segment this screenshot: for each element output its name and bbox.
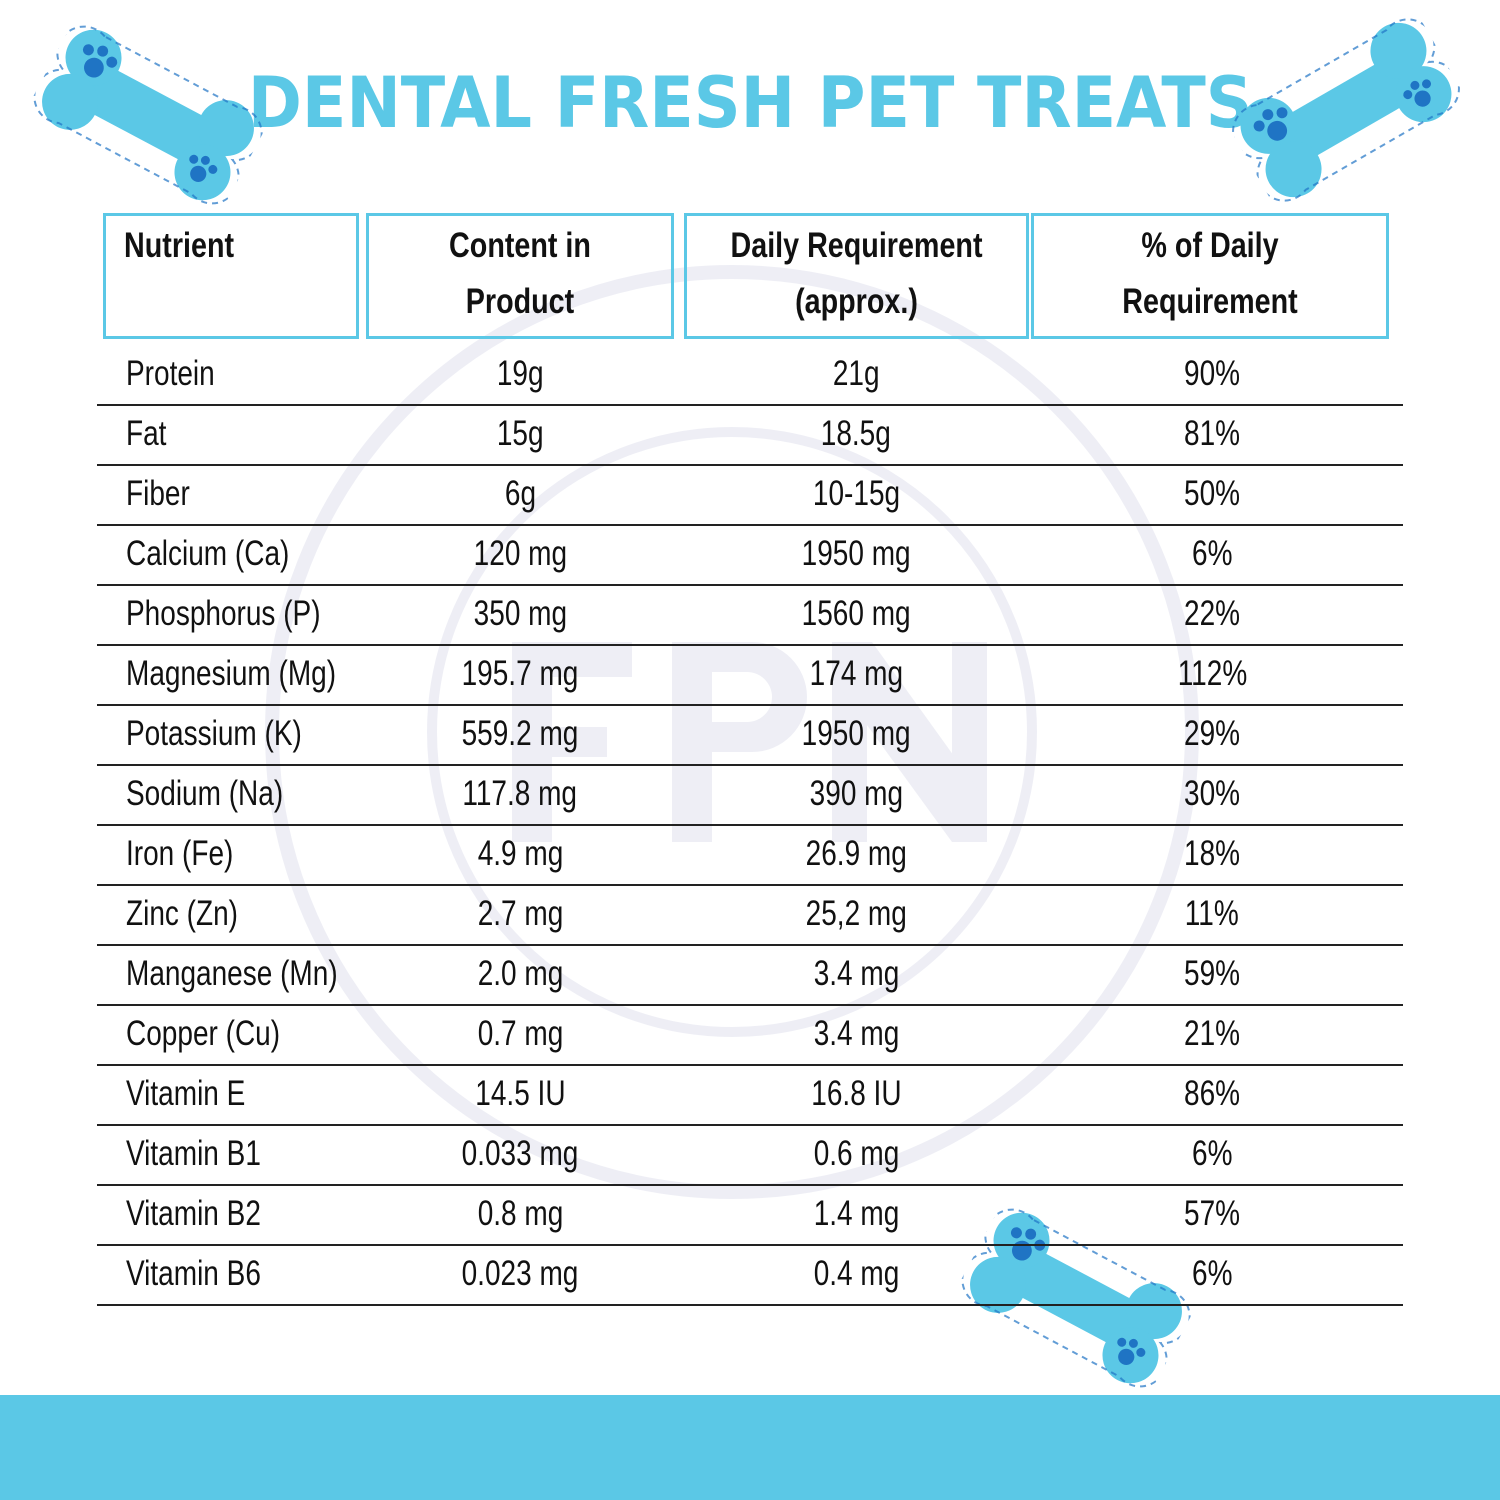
nutrient-cell: Magnesium (Mg) xyxy=(126,654,337,693)
nutrient-cell: Iron (Fe) xyxy=(126,834,234,873)
table-row: Sodium (Na) 117.8 mg 390 mg 30% xyxy=(97,764,1403,826)
requirement-cell: 3.4 mg xyxy=(813,954,899,993)
table-row: Vitamin E 14.5 IU 16.8 IU 86% xyxy=(97,1064,1403,1126)
content-cell: 559.2 mg xyxy=(461,714,579,753)
paw-print-icon xyxy=(1403,79,1432,107)
requirement-cell: 390 mg xyxy=(809,774,903,813)
content-cell: 19g xyxy=(496,354,544,393)
percent-cell: 6% xyxy=(1191,1134,1233,1173)
nutrient-cell: Vitamin B6 xyxy=(126,1254,261,1293)
percent-cell: 59% xyxy=(1183,954,1241,993)
nutrient-cell: Calcium (Ca) xyxy=(126,534,290,573)
requirement-cell: 0.6 mg xyxy=(813,1134,899,1173)
content-cell: 0.7 mg xyxy=(477,1014,563,1053)
nutrient-cell: Vitamin E xyxy=(126,1074,246,1113)
content-cell: 195.7 mg xyxy=(461,654,579,693)
content-cell: 0.023 mg xyxy=(461,1254,579,1293)
requirement-cell: 1560 mg xyxy=(801,594,911,633)
percent-cell: 86% xyxy=(1183,1074,1241,1113)
nutrient-cell: Manganese (Mn) xyxy=(126,954,338,993)
nutrient-cell: Copper (Cu) xyxy=(126,1014,281,1053)
page-title: DENTAL FRESH PET TREATS xyxy=(247,62,1253,144)
nutrient-cell: Potassium (K) xyxy=(126,714,302,753)
nutrient-cell: Fiber xyxy=(126,474,190,513)
table-row: Fiber 6g 10-15g 50% xyxy=(97,464,1403,526)
nutrient-cell: Phosphorus (P) xyxy=(126,594,321,633)
table-row: Potassium (K) 559.2 mg 1950 mg 29% xyxy=(97,704,1403,766)
requirement-cell: 0.4 mg xyxy=(813,1254,899,1293)
table-row: Phosphorus (P) 350 mg 1560 mg 22% xyxy=(97,584,1403,646)
percent-cell: 22% xyxy=(1183,594,1241,633)
table-row: Magnesium (Mg) 195.7 mg 174 mg 112% xyxy=(97,644,1403,706)
percent-cell: 112% xyxy=(1177,654,1247,693)
content-cell: 350 mg xyxy=(473,594,567,633)
content-cell: 117.8 mg xyxy=(462,774,578,813)
content-cell: 2.0 mg xyxy=(477,954,563,993)
bone-icon xyxy=(1232,18,1460,202)
percent-cell: 90% xyxy=(1183,354,1241,393)
requirement-cell: 1950 mg xyxy=(801,534,911,573)
requirement-cell: 18.5g xyxy=(820,414,892,453)
table-row: Vitamin B6 0.023 mg 0.4 mg 6% xyxy=(97,1244,1403,1306)
requirement-cell: 174 mg xyxy=(809,654,903,693)
requirement-cell: 1950 mg xyxy=(801,714,911,753)
table-row: Iron (Fe) 4.9 mg 26.9 mg 18% xyxy=(97,824,1403,886)
nutrient-cell: Zinc (Zn) xyxy=(126,894,238,933)
content-cell: 2.7 mg xyxy=(477,894,563,933)
table-row: Vitamin B2 0.8 mg 1.4 mg 57% xyxy=(97,1184,1403,1246)
percent-cell: 57% xyxy=(1183,1194,1241,1233)
percent-cell: 29% xyxy=(1183,714,1241,753)
header-content: Content in Productper 100g xyxy=(366,213,674,339)
table-row: Vitamin B1 0.033 mg 0.6 mg 6% xyxy=(97,1124,1403,1186)
footer-bar xyxy=(0,1395,1500,1500)
watermark-logo xyxy=(265,265,1199,1199)
table-row: Zinc (Zn) 2.7 mg 25,2 mg 11% xyxy=(97,884,1403,946)
content-cell: 0.033 mg xyxy=(461,1134,579,1173)
requirement-cell: 10-15g xyxy=(812,474,900,513)
paw-print-icon xyxy=(82,44,118,78)
bone-icon xyxy=(33,25,263,205)
content-cell: 15g xyxy=(496,414,544,453)
header-percent-fulfilled: % of Daily RequirementFulfilled xyxy=(1031,213,1389,339)
paw-print-icon xyxy=(1117,1337,1146,1365)
requirement-cell: 25,2 mg xyxy=(805,894,907,933)
content-cell: 14.5 IU xyxy=(474,1074,566,1113)
header-nutrient: Nutrient xyxy=(103,213,359,339)
watermark-monogram xyxy=(512,642,987,842)
requirement-cell: 1.4 mg xyxy=(813,1194,899,1233)
percent-cell: 21% xyxy=(1183,1014,1241,1053)
percent-cell: 30% xyxy=(1183,774,1241,813)
nutrient-cell: Fat xyxy=(126,414,167,453)
nutrient-cell: Vitamin B1 xyxy=(126,1134,261,1173)
paw-print-icon xyxy=(1253,107,1288,141)
table-row: Calcium (Ca) 120 mg 1950 mg 6% xyxy=(97,524,1403,586)
content-cell: 6g xyxy=(504,474,536,513)
percent-cell: 50% xyxy=(1183,474,1241,513)
bone-icon xyxy=(961,1208,1191,1388)
percent-cell: 6% xyxy=(1191,534,1233,573)
percent-cell: 6% xyxy=(1191,1254,1233,1293)
table-row: Fat 15g 18.5g 81% xyxy=(97,404,1403,466)
nutrient-cell: Protein xyxy=(126,354,215,393)
percent-cell: 11% xyxy=(1185,894,1239,933)
percent-cell: 81% xyxy=(1183,414,1241,453)
requirement-cell: 3.4 mg xyxy=(813,1014,899,1053)
header-daily-requirement: Daily Requirement (approx.) xyxy=(684,213,1029,339)
content-cell: 120 mg xyxy=(473,534,567,573)
requirement-cell: 21g xyxy=(832,354,880,393)
table-row: Manganese (Mn) 2.0 mg 3.4 mg 59% xyxy=(97,944,1403,1006)
requirement-cell: 16.8 IU xyxy=(810,1074,902,1113)
content-cell: 0.8 mg xyxy=(477,1194,563,1233)
nutrient-cell: Sodium (Na) xyxy=(126,774,284,813)
table-row: Protein 19g 21g 90% xyxy=(97,344,1403,406)
paw-print-icon xyxy=(189,154,218,182)
requirement-cell: 26.9 mg xyxy=(805,834,907,873)
nutrient-cell: Vitamin B2 xyxy=(126,1194,261,1233)
table-row: Copper (Cu) 0.7 mg 3.4 mg 21% xyxy=(97,1004,1403,1066)
percent-cell: 18% xyxy=(1183,834,1241,873)
content-cell: 4.9 mg xyxy=(477,834,563,873)
